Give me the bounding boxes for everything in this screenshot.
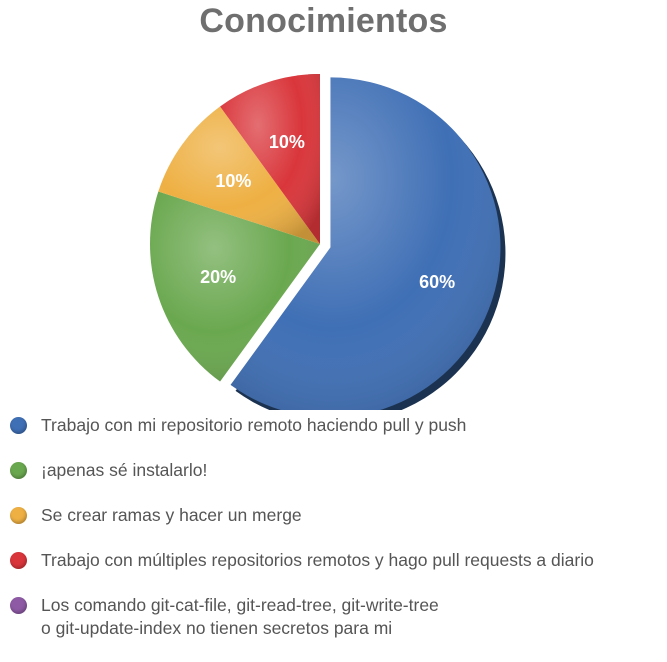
- legend-item: Se crear ramas y hacer un merge: [10, 504, 667, 527]
- legend-label: ¡apenas sé instalarlo!: [41, 460, 208, 480]
- legend-label: Los comando git-cat-file, git-read-tree,…: [41, 595, 439, 638]
- pie-data-labels: 60% 20% 10% 10%: [200, 132, 455, 292]
- legend-item: Trabajo con múltiples repositorios remot…: [10, 549, 667, 572]
- legend-marker-icon: [10, 417, 27, 434]
- slice-shading-4: [220, 74, 320, 244]
- pie-slices: [150, 74, 506, 410]
- chart-legend: Trabajo con mi repositorio remoto hacien…: [10, 414, 667, 662]
- slice-shading-1: [230, 77, 501, 410]
- legend-item: Los comando git-cat-file, git-read-tree,…: [10, 594, 667, 640]
- legend-item: ¡apenas sé instalarlo!: [10, 459, 667, 482]
- legend-label: Trabajo con múltiples repositorios remot…: [41, 550, 594, 570]
- data-label-2: 20%: [200, 267, 236, 287]
- slice-shading-3: [158, 106, 320, 245]
- legend-marker-icon: [10, 462, 27, 479]
- legend-label: Se crear ramas y hacer un merge: [41, 505, 302, 525]
- data-label-1: 60%: [419, 272, 455, 292]
- legend-marker-icon: [10, 552, 27, 569]
- legend-label: Trabajo con mi repositorio remoto hacien…: [41, 415, 467, 435]
- slice-shading-2: [150, 191, 320, 382]
- data-label-4: 10%: [269, 132, 305, 152]
- legend-marker-icon: [10, 597, 27, 614]
- data-label-3: 10%: [215, 171, 251, 191]
- pie-chart: 60% 20% 10% 10%: [150, 74, 506, 410]
- chart-title: Conocimientos: [199, 2, 448, 40]
- legend-marker-icon: [10, 507, 27, 524]
- legend-item: Trabajo con mi repositorio remoto hacien…: [10, 414, 667, 437]
